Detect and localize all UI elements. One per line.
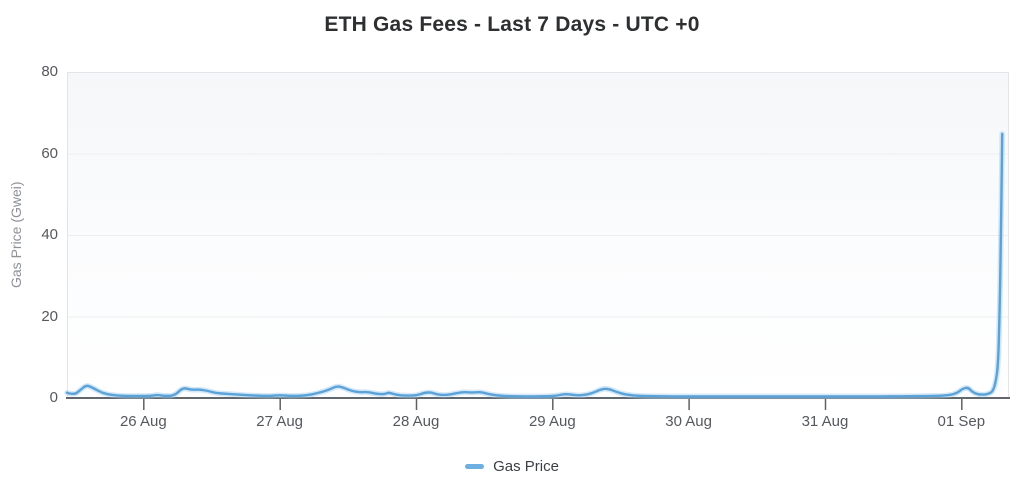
legend-item-gas-price[interactable]: Gas Price bbox=[465, 458, 559, 475]
x-tick-label: 01 Sep bbox=[937, 413, 986, 430]
x-tick-label: 27 Aug bbox=[256, 413, 304, 430]
y-tick-label: 20 bbox=[41, 307, 58, 325]
x-tick-label: 29 Aug bbox=[528, 413, 576, 430]
y-axis-tick-labels: 0 20 40 60 80 bbox=[0, 64, 58, 406]
chart-title: ETH Gas Fees - Last 7 Days - UTC +0 bbox=[324, 13, 700, 36]
plot-area[interactable] bbox=[64, 72, 1010, 412]
y-tick-label: 40 bbox=[41, 226, 58, 243]
y-tick-label: 60 bbox=[41, 144, 58, 162]
y-tick-label: 0 bbox=[49, 389, 58, 406]
legend-label: Gas Price bbox=[493, 458, 559, 475]
legend: Gas Price bbox=[0, 458, 1024, 475]
y-tick-label: 80 bbox=[41, 63, 58, 80]
legend-line-marker bbox=[465, 464, 485, 469]
x-tick-label: 31 Aug bbox=[801, 413, 849, 430]
x-axis-tick-labels: 26 Aug 27 Aug 28 Aug 29 Aug 30 Aug 31 Aug 01 S… bbox=[67, 413, 1009, 435]
x-tick-label: 26 Aug bbox=[119, 413, 167, 430]
x-tick-label: 28 Aug bbox=[392, 413, 440, 430]
x-tick-label: 30 Aug bbox=[665, 413, 712, 430]
